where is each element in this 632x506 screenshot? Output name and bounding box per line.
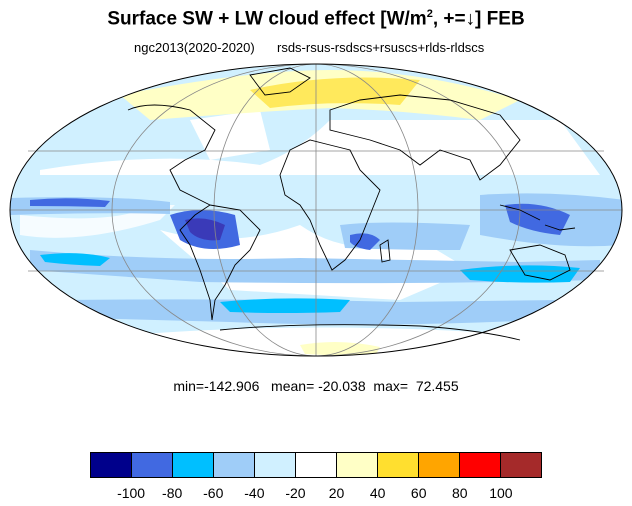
colorbar-tick-label: -60 — [203, 485, 224, 501]
plot-title: Surface SW + LW cloud effect [W/m2, +=↓]… — [107, 8, 525, 30]
subtitle-model: ngc2013(2020-2020) — [134, 40, 255, 55]
colorbar-tick-label: 100 — [489, 485, 513, 501]
colorbar-box — [255, 453, 296, 477]
colorbar-box — [460, 453, 501, 477]
colorbar-tick-label: 20 — [328, 485, 345, 501]
colorbar-tick-label: -100 — [117, 485, 146, 501]
colorbar-box — [132, 453, 173, 477]
colorbar-tick-label: 60 — [410, 485, 427, 501]
colorbar-box — [214, 453, 255, 477]
colorbar-tick-label: -80 — [162, 485, 183, 501]
colorbar-box — [91, 453, 132, 477]
colorbar-box — [296, 453, 337, 477]
field-statistics: min=-142.906 mean= -20.038 max= 72.455 — [173, 378, 459, 394]
colorbar-box — [419, 453, 460, 477]
colorbar-tick-label: -20 — [285, 485, 306, 501]
colorbar-box — [378, 453, 419, 477]
colorbar-box — [501, 453, 541, 477]
colorbar-box — [173, 453, 214, 477]
map-plot — [9, 63, 623, 357]
subtitle-formula: rsds-rsus-rsdscs+rsuscs+rlds-rldscs — [277, 40, 485, 55]
colorbar — [90, 452, 542, 478]
coastlines — [127, 67, 576, 341]
colorbar-tick-label: 40 — [369, 485, 386, 501]
colorbar-tick-label: -40 — [244, 485, 265, 501]
colorbar-box — [337, 453, 378, 477]
colorbar-tick-label: 80 — [452, 485, 468, 501]
globe-outline — [9, 63, 623, 357]
